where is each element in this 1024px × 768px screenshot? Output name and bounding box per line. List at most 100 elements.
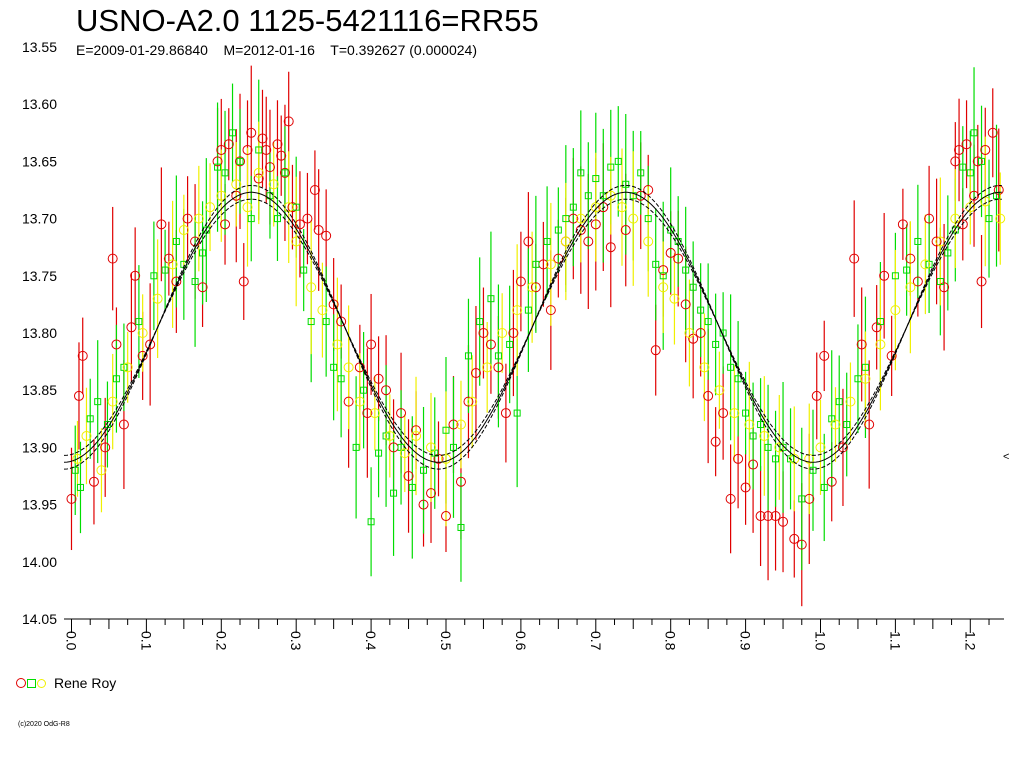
data-point-circle [939,282,950,293]
data-point-circle [583,236,594,247]
data-point-circle [673,253,684,264]
data-point-circle [695,328,706,338]
red-circle-icon [16,678,26,688]
data-point-circle [107,396,118,407]
data-point-circle [455,419,466,430]
y-tick-label: 13.65 [22,153,57,169]
data-point-circle [849,253,860,264]
model-curves [63,185,1002,470]
data-point-square [843,421,851,429]
data-point-square [798,495,806,503]
data-point-square [229,129,237,137]
data-point-circle [860,373,871,384]
data-point-square [360,386,368,394]
data-point-circle [478,328,489,338]
data-point-circle [620,225,631,236]
data-point-circle [283,116,294,127]
data-point-circle [156,219,167,230]
data-point-circle [235,156,246,167]
data-point-circle [440,511,451,522]
data-point-circle [343,396,354,407]
data-point-square [577,169,585,177]
data-point-square [876,318,884,326]
data-point-circle [508,328,519,338]
data-point-circle [264,162,275,173]
y-tick-labels: 13.55 13.60 13.65 13.70 13.75 13.80 13.85 13.90… [22,39,57,627]
data-point-square [622,180,630,188]
data-point-square [487,295,495,303]
data-point-circle [643,185,654,195]
data-point-circle [804,453,815,464]
data-point-circle [523,236,534,247]
data-point-square [966,169,974,177]
data-point-circle [871,322,882,333]
data-point-square [112,375,120,383]
data-point-circle [107,253,118,264]
data-point-circle [740,482,751,493]
data-point-square [757,421,765,429]
legend: Rene Roy [16,674,116,692]
data-point-circle [500,408,511,419]
data-point-circle [987,127,998,138]
data-point-circle [197,282,208,293]
data-point-circle [575,213,586,224]
data-point-square [494,352,502,360]
data-point-circle [815,442,826,453]
data-point-circle [845,396,856,407]
data-point-circle [553,253,564,264]
y-tick-label: 13.60 [22,96,57,112]
data-point-circle [658,282,669,293]
x-tick-label: 1.1 [887,631,903,651]
error-bars [70,65,1001,607]
data-point-circle [272,139,283,150]
data-point-square [914,237,922,245]
data-point-circle [231,179,242,190]
y-tick-label: 14.00 [22,554,57,570]
data-point-circle [467,396,478,407]
data-point-circle [680,299,691,310]
data-point-circle [669,293,680,304]
data-point-circle [302,213,313,224]
data-point-square [749,432,757,440]
data-point-circle [257,133,268,144]
data-point-circle [530,282,541,293]
data-point-circle [111,339,122,350]
x-tick-label: 0.2 [213,631,229,651]
data-point-circle [763,511,774,522]
data-point-circle [440,453,451,464]
data-point-circle [73,390,84,401]
data-point-circle [590,219,601,230]
x-tick-label: 0.6 [513,631,529,651]
x-tick-label: 0.4 [363,631,379,651]
data-point-circle [879,270,890,281]
y-tick-label: 13.85 [22,382,57,398]
model-lower-band [63,198,1002,456]
data-point-circle [193,213,204,224]
data-point-circle [418,499,429,510]
data-point-circle [145,339,156,350]
data-point-circle [463,396,474,407]
data-point-circle [287,202,298,213]
data-point-circle [650,345,661,356]
data-point-circle [545,305,556,316]
data-point-square [300,266,308,274]
data-point-square [524,306,532,314]
data-point-circle [954,144,965,155]
data-point-circle [493,362,504,373]
data-point-circle [703,390,714,401]
data-point-circle [309,185,320,195]
data-point-circle [714,385,725,396]
data-point-circle [905,282,916,293]
data-point-square [330,363,338,371]
data-point-square [199,249,207,257]
model-upper-band [63,185,1002,470]
data-point-circle [118,419,129,430]
data-point-square [659,272,667,280]
data-point-square [247,215,255,223]
data-point-circle [993,185,1004,195]
data-point-circle [332,339,343,350]
data-point-circle [811,390,822,401]
data-point-circle [665,247,676,258]
data-point-square [307,318,315,326]
y-tick-label: 13.70 [22,211,57,227]
